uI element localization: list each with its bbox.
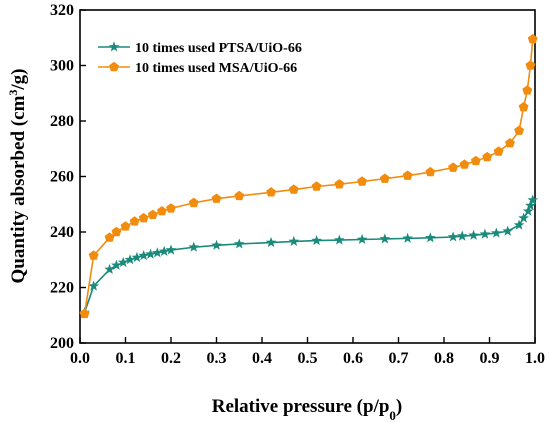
y-tick-label: 320 — [50, 2, 74, 19]
data-point — [88, 250, 99, 260]
x-tick-label: 0.9 — [480, 350, 500, 367]
x-tick-label: 0.3 — [207, 350, 227, 367]
data-point — [518, 212, 529, 223]
data-point — [265, 236, 277, 248]
data-point — [117, 256, 129, 268]
x-tick-label: 0.2 — [161, 350, 181, 367]
data-point — [165, 244, 177, 255]
series-group — [79, 33, 539, 319]
data-point — [470, 155, 481, 166]
data-point — [211, 239, 222, 250]
legend-marker — [108, 41, 120, 52]
data-point — [527, 33, 538, 44]
data-point — [525, 60, 536, 70]
x-tick-label: 0.8 — [434, 350, 454, 367]
data-point — [166, 203, 176, 213]
data-point — [459, 159, 470, 169]
data-point — [502, 225, 514, 236]
plot-frame — [79, 9, 536, 344]
data-point — [514, 125, 525, 135]
data-point — [482, 151, 493, 162]
legend-marker — [109, 61, 119, 72]
x-tick-label: 1.0 — [525, 350, 545, 367]
data-point — [156, 205, 167, 216]
data-point — [311, 181, 322, 191]
data-point — [513, 219, 525, 230]
data-point — [138, 249, 150, 261]
y-tick-label: 220 — [50, 280, 74, 297]
data-point — [491, 227, 502, 238]
data-point — [379, 233, 391, 244]
x-tick-label: 0.5 — [298, 350, 318, 367]
data-point — [456, 230, 468, 241]
data-point — [402, 170, 413, 180]
data-point — [525, 200, 536, 211]
data-point — [120, 221, 131, 231]
data-point — [266, 187, 277, 197]
data-point — [447, 231, 459, 242]
data-point — [88, 280, 99, 291]
y-tick-label: 300 — [50, 58, 74, 75]
data-point — [131, 251, 143, 263]
data-point — [379, 173, 390, 183]
data-point — [468, 229, 479, 240]
data-point — [211, 193, 222, 203]
x-axis-title-subscript: 0 — [389, 408, 396, 422]
series-1 — [79, 194, 539, 318]
y-tick-label: 280 — [50, 113, 74, 130]
data-point — [522, 205, 534, 216]
data-point — [129, 216, 140, 226]
data-point — [334, 234, 345, 245]
data-point — [152, 247, 163, 258]
data-point — [505, 138, 515, 148]
data-point — [188, 197, 199, 208]
data-point — [288, 184, 299, 194]
y-axis-title-superscript: 3 — [6, 90, 20, 96]
legend-label: 10 times used MSA/UiO-66 — [135, 61, 297, 76]
data-point — [311, 235, 322, 246]
x-axis-title: Relative pressure (p/p0) — [212, 396, 403, 422]
y-tick-label: 260 — [50, 169, 74, 186]
x-tick-label: 0.0 — [70, 350, 90, 367]
data-point — [138, 212, 149, 223]
data-point — [518, 101, 529, 112]
data-point — [425, 232, 436, 243]
data-point — [356, 233, 368, 245]
x-tick-label: 0.4 — [252, 350, 272, 367]
x-tick-label: 0.1 — [116, 350, 136, 367]
data-point — [334, 179, 345, 189]
data-point — [158, 245, 170, 256]
x-tick-label: 0.7 — [389, 350, 409, 367]
y-tick-label: 240 — [50, 224, 74, 241]
data-point — [104, 263, 115, 274]
x-tick-label: 0.6 — [343, 350, 363, 367]
data-point — [79, 308, 90, 319]
data-point — [527, 194, 539, 205]
y-tick-label: 200 — [50, 335, 74, 352]
series-line — [83, 39, 534, 314]
data-point — [522, 85, 533, 95]
data-point — [288, 235, 300, 246]
data-point — [448, 162, 459, 172]
data-point — [233, 238, 245, 249]
series-2 — [79, 33, 538, 319]
data-point — [145, 248, 156, 259]
axis-ticks: 0.0 0.1 0.2 0.3 0.4 0.5 0.6 0.7 0.8 0.9 1.0 200 220 2… — [50, 2, 545, 367]
legend-label: 10 times used PTSA/UiO-66 — [135, 41, 302, 56]
data-point — [493, 146, 504, 156]
y-axis-title: Quantity absorbed (cm3/g) — [6, 68, 29, 283]
data-point — [188, 241, 200, 252]
data-point — [425, 166, 436, 177]
data-point — [104, 232, 115, 242]
data-point — [479, 228, 491, 239]
data-point — [147, 209, 158, 219]
data-point — [111, 226, 122, 237]
data-point — [124, 254, 136, 265]
data-point — [111, 259, 122, 270]
data-point — [357, 176, 368, 186]
legend: 10 times used PTSA/UiO-66 10 times used M… — [98, 41, 302, 76]
data-point — [402, 232, 413, 243]
data-point — [234, 190, 245, 201]
